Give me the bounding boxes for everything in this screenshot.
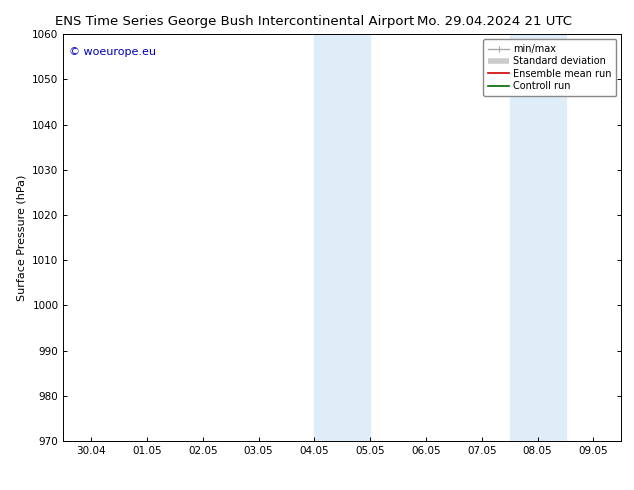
Text: © woeurope.eu: © woeurope.eu (69, 47, 156, 56)
Y-axis label: Surface Pressure (hPa): Surface Pressure (hPa) (16, 174, 27, 301)
Bar (314, 34, 342, 441)
Text: ENS Time Series George Bush Intercontinental Airport: ENS Time Series George Bush Intercontine… (55, 15, 414, 28)
Bar (510, 34, 538, 441)
Bar (342, 34, 370, 441)
Bar (538, 34, 566, 441)
Legend: min/max, Standard deviation, Ensemble mean run, Controll run: min/max, Standard deviation, Ensemble me… (483, 39, 616, 96)
Text: Mo. 29.04.2024 21 UTC: Mo. 29.04.2024 21 UTC (417, 15, 572, 28)
